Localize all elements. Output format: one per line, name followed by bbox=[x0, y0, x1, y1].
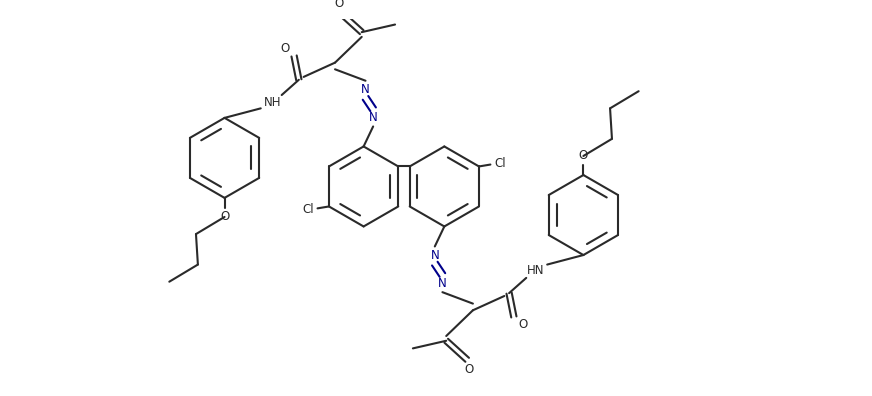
Text: O: O bbox=[334, 0, 344, 10]
Text: Cl: Cl bbox=[303, 203, 314, 216]
Text: NH: NH bbox=[263, 96, 281, 109]
Text: O: O bbox=[465, 363, 473, 376]
Text: Cl: Cl bbox=[494, 157, 506, 170]
Text: N: N bbox=[438, 277, 446, 290]
Text: O: O bbox=[220, 210, 229, 223]
Text: N: N bbox=[361, 83, 370, 96]
Text: O: O bbox=[579, 149, 588, 162]
Text: O: O bbox=[280, 42, 290, 55]
Text: HN: HN bbox=[527, 264, 544, 277]
Text: O: O bbox=[519, 318, 528, 331]
Text: N: N bbox=[369, 111, 378, 124]
Text: N: N bbox=[431, 249, 439, 261]
